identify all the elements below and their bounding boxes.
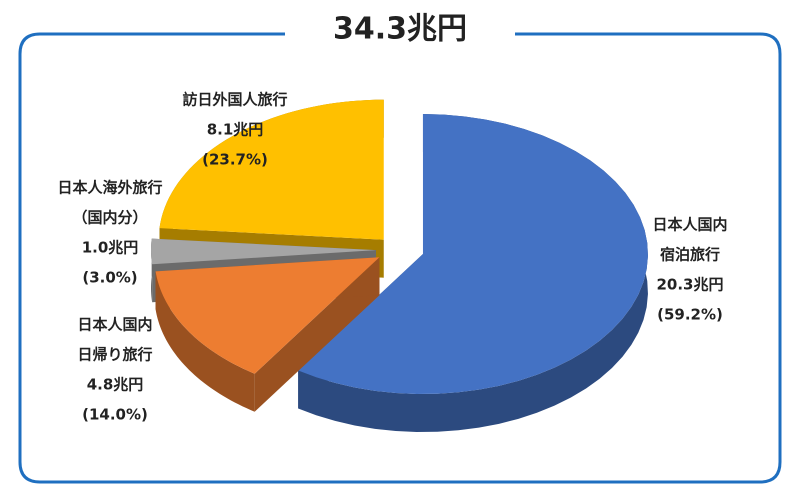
percent-label: (14.0%) (82, 406, 148, 424)
slice-label: 日本人国内 (652, 216, 727, 234)
slice (155, 257, 380, 374)
value-label: 4.8兆円 (87, 376, 144, 394)
slice-label: 宿泊旅行 (660, 246, 720, 264)
value-label: 8.1兆円 (207, 121, 264, 139)
slice-side (298, 114, 648, 432)
value-label: 1.0兆円 (82, 239, 139, 257)
slice (298, 114, 648, 394)
slice-side (155, 271, 255, 412)
frame (18, 32, 782, 484)
slice (159, 99, 384, 240)
slice-label: 訪日外国人旅行 (182, 91, 287, 109)
slice (151, 238, 377, 265)
value-label: 20.3兆円 (656, 276, 723, 294)
slice-label: 日本人国内 (77, 316, 152, 334)
slice-label: （国内分） (72, 209, 147, 227)
slice-label: 日本人海外旅行 (57, 179, 162, 197)
slice-label: 日帰り旅行 (77, 346, 152, 364)
percent-label: (59.2%) (657, 306, 723, 324)
percent-label: (3.0%) (82, 269, 137, 287)
chart-title: 34.3兆円 (333, 12, 467, 47)
percent-label: (23.7%) (202, 151, 268, 169)
